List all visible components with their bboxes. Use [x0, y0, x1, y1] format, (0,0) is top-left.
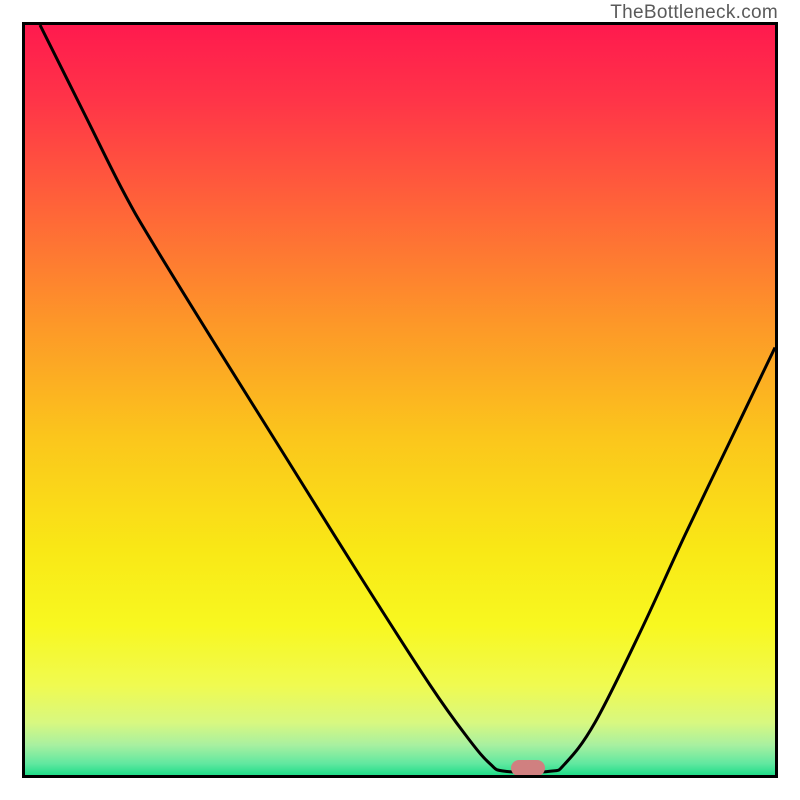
watermark-text: TheBottleneck.com [610, 2, 778, 24]
chart-plot-area [22, 22, 778, 778]
bottleneck-curve [25, 25, 775, 775]
optimal-point-marker [511, 760, 545, 776]
